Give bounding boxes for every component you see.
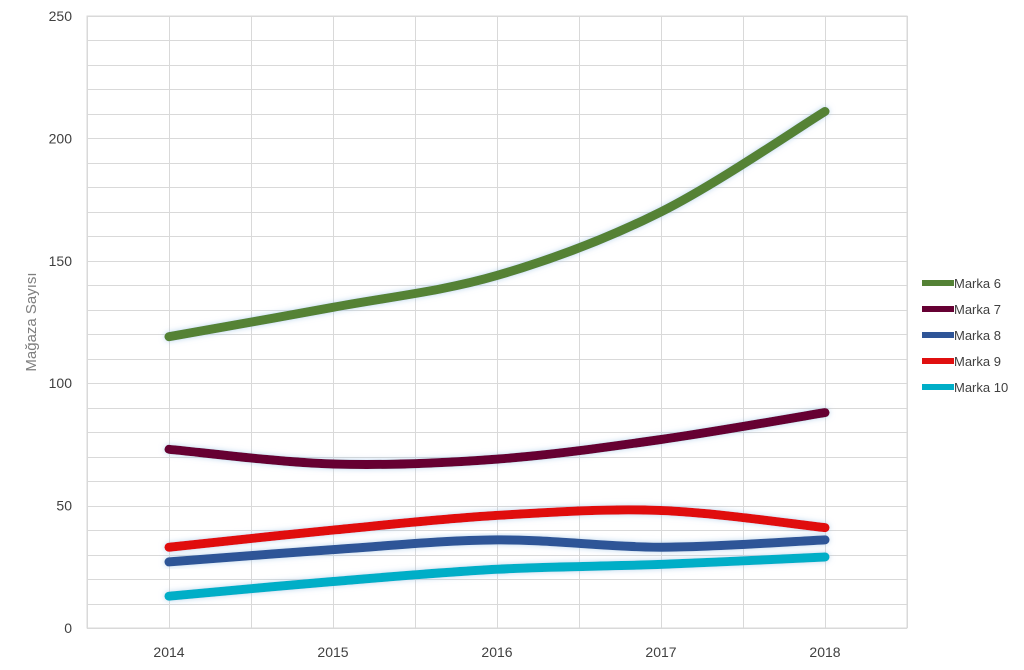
- series-lines: [164, 106, 830, 601]
- y-axis-tick-labels: 0 50 100 150 200 250: [49, 8, 73, 636]
- legend-label: Marka 10: [954, 380, 1008, 395]
- x-tick-label: 2018: [809, 644, 840, 660]
- legend-label: Marka 7: [954, 302, 1001, 317]
- x-axis-tick-labels: 2014 2015 2016 2017 2018: [153, 644, 840, 660]
- legend-label: Marka 6: [954, 276, 1001, 291]
- y-tick-label: 150: [49, 253, 73, 269]
- x-tick-label: 2016: [481, 644, 512, 660]
- series-line-marka-6: [164, 106, 830, 342]
- y-axis-title: Mağaza Sayısı: [23, 272, 40, 371]
- legend: Marka 6 Marka 7 Marka 8 Marka 9 Marka 10: [922, 276, 1008, 395]
- y-tick-label: 50: [56, 498, 72, 514]
- y-tick-label: 200: [49, 130, 73, 146]
- y-tick-label: 250: [49, 8, 73, 24]
- series-line-marka-10: [164, 552, 830, 601]
- legend-label: Marka 8: [954, 328, 1001, 343]
- series-line-marka-8: [164, 535, 830, 567]
- y-tick-label: 0: [64, 620, 72, 636]
- legend-label: Marka 9: [954, 354, 1001, 369]
- x-tick-label: 2015: [317, 644, 348, 660]
- x-tick-label: 2017: [645, 644, 676, 660]
- series-line-marka-9: [164, 505, 830, 552]
- series-line-marka-7: [164, 408, 830, 469]
- y-tick-label: 100: [49, 375, 73, 391]
- x-tick-label: 2014: [153, 644, 184, 660]
